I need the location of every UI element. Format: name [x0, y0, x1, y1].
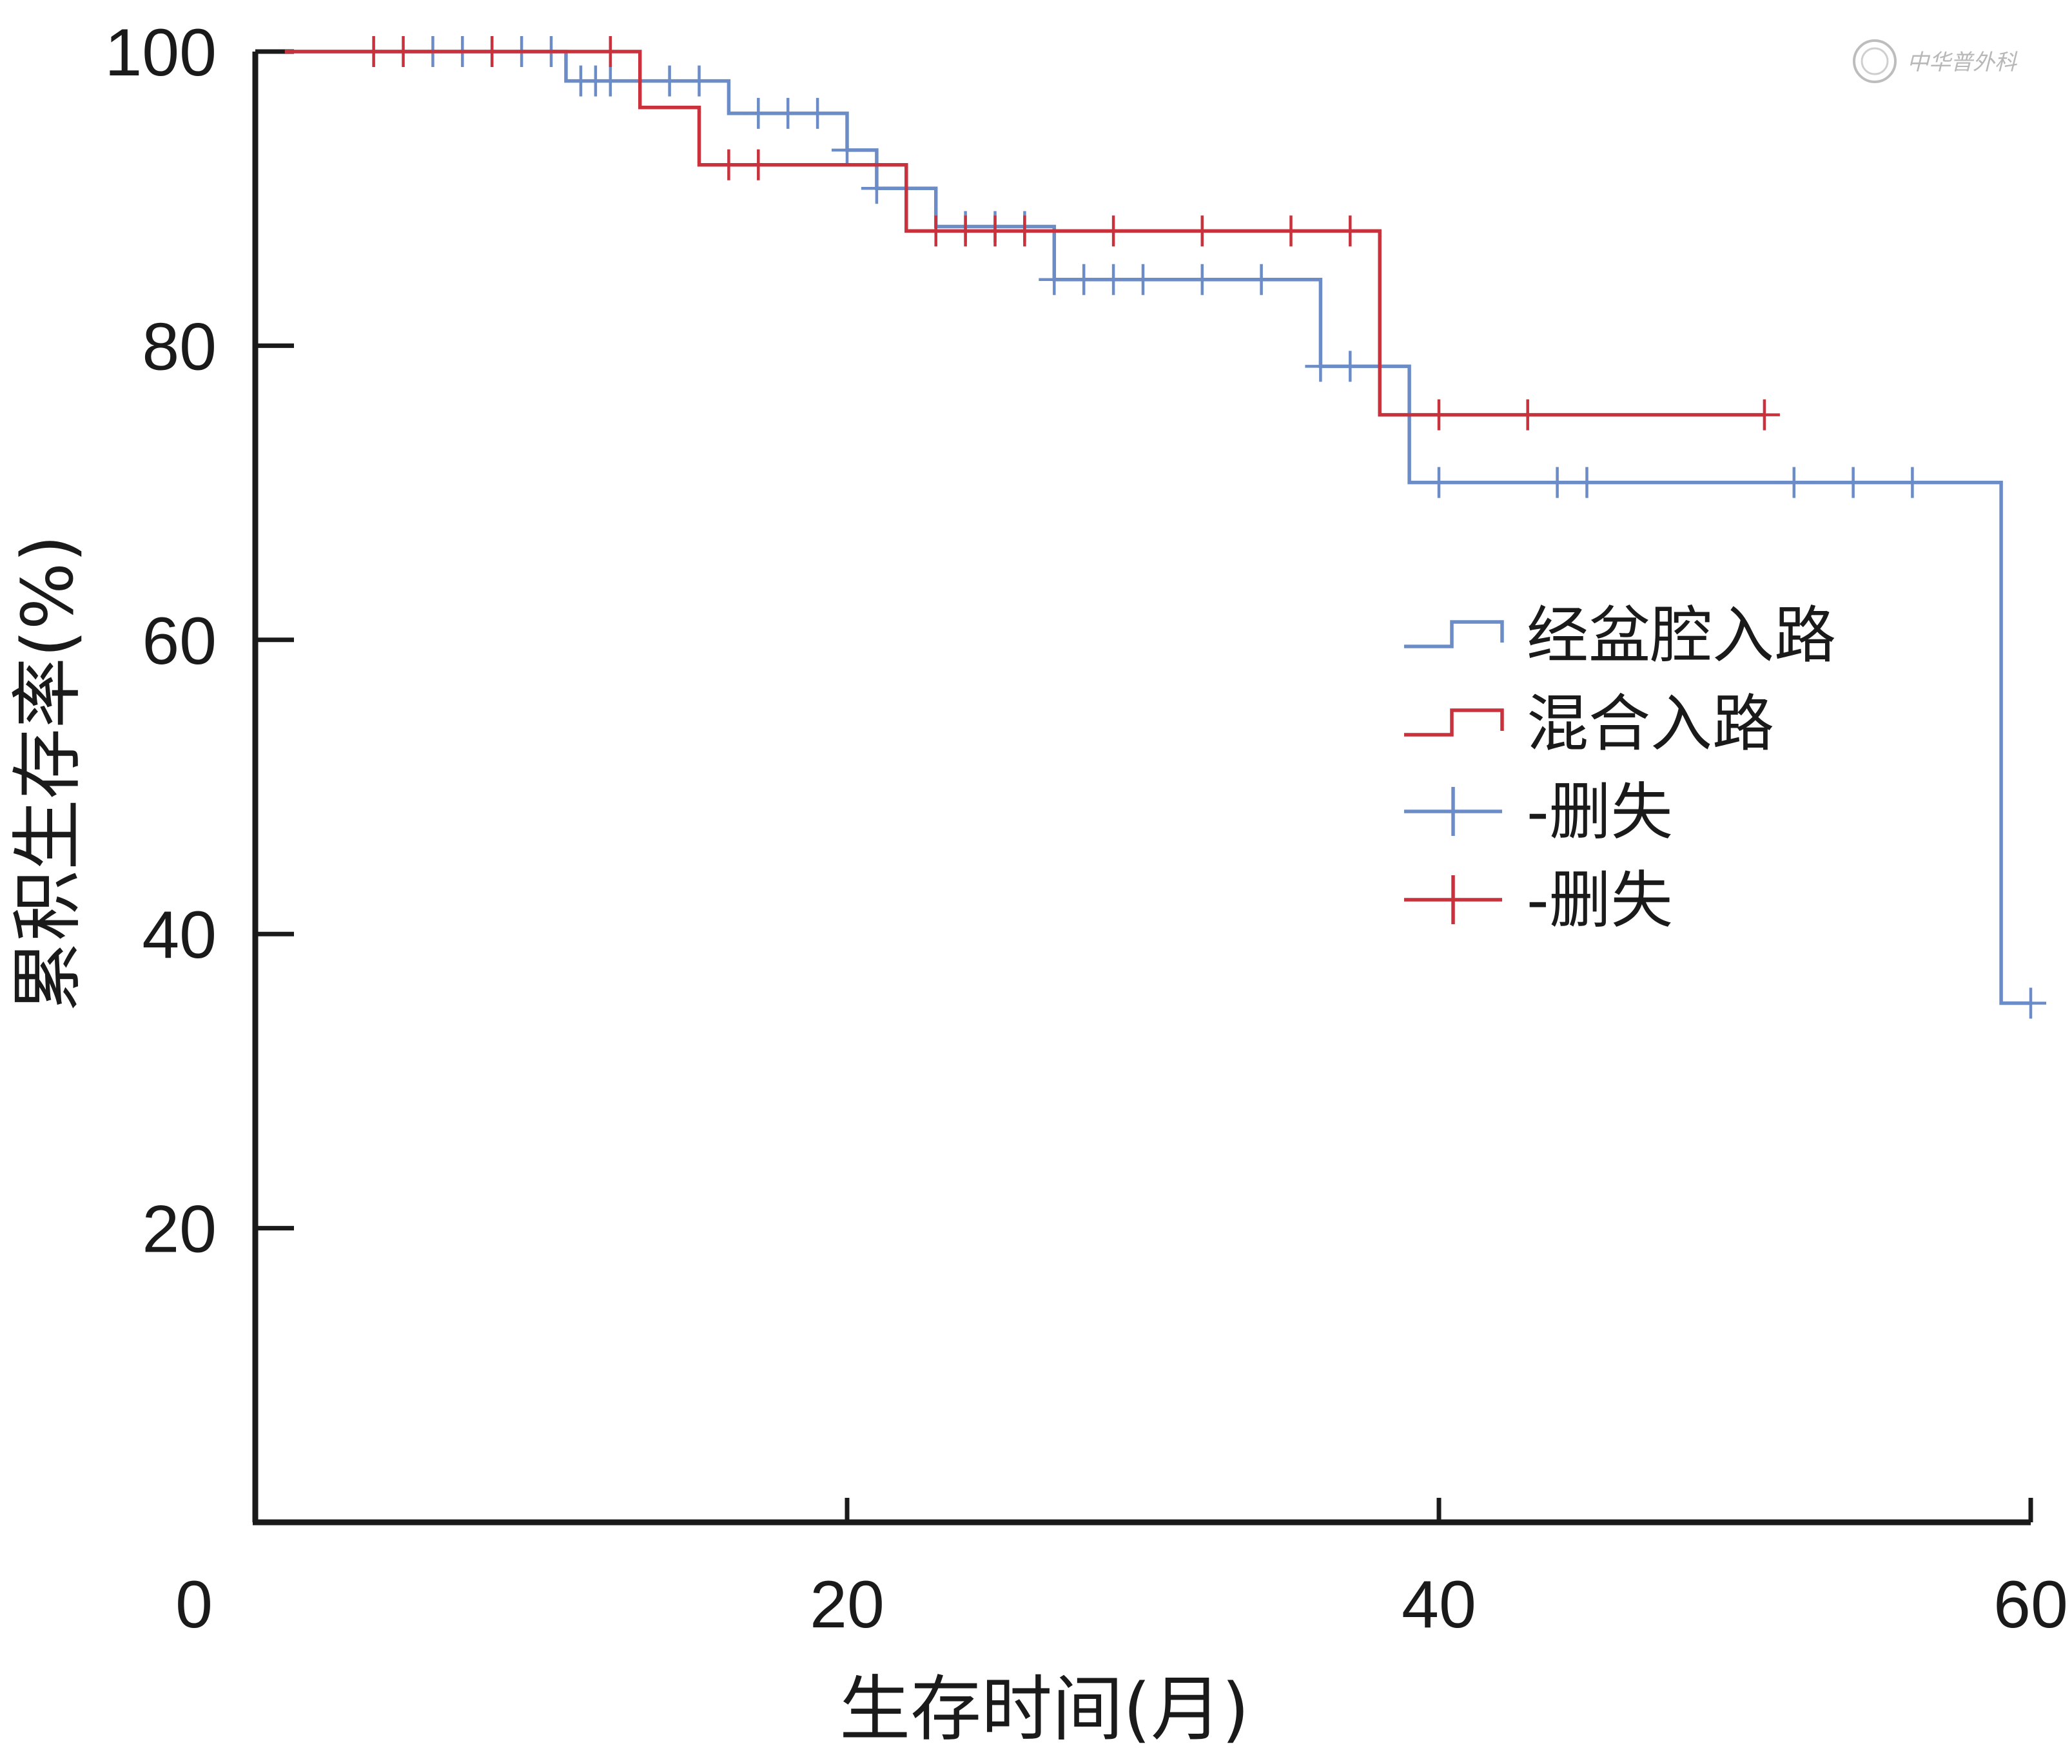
x-tick-label: 60: [1993, 1567, 2068, 1642]
censor-mark: [1068, 264, 1100, 295]
y-axis-ticks: 20 40 60 80 100: [104, 15, 294, 1267]
censor-mark: [1837, 467, 1869, 498]
watermark-seal-inner-icon: [1861, 47, 1889, 75]
y-tick-label: 80: [142, 309, 217, 384]
y-tick-label: 40: [142, 898, 217, 973]
censor-mark: [950, 215, 981, 247]
censor-mark: [387, 36, 419, 67]
series-layer: [284, 36, 2046, 1019]
censor-mark: [713, 149, 745, 180]
censor-mark: [1128, 264, 1158, 295]
censor-mark: [594, 36, 626, 67]
censor-mark: [1186, 264, 1218, 295]
censor-mark: [1039, 264, 1070, 295]
censor-mark: [1098, 264, 1129, 295]
censor-mark: [1098, 215, 1129, 247]
censor-mark: [802, 97, 834, 129]
x-tick-label: 40: [1402, 1567, 1476, 1642]
censor-mark: [654, 65, 685, 97]
censor-mark: [1009, 215, 1041, 247]
censor-mark: [1334, 215, 1366, 247]
legend-item: 经盆腔入路: [1404, 599, 1836, 672]
censor-mark: [1246, 264, 1277, 295]
watermark-text: 中华普外科: [1907, 50, 2018, 75]
legend-label: -删失: [1527, 776, 1673, 848]
censor-mark: [1897, 467, 1928, 498]
censor-mark: [358, 36, 389, 67]
y-tick-label: 100: [104, 15, 217, 90]
censor-mark: [476, 36, 508, 67]
censor-mark: [2015, 987, 2046, 1019]
censor-mark: [1334, 351, 1366, 382]
series-1-step-line: [284, 50, 2031, 1005]
y-tick-label: 60: [142, 604, 217, 679]
x-tick-label: 20: [810, 1567, 885, 1642]
axes: [252, 52, 2031, 1526]
legend-label: 混合入路: [1527, 688, 1774, 760]
series-2-step-line: [284, 50, 1764, 417]
censor-mark: [1512, 399, 1543, 431]
x-axis-title: 生存时间(月): [839, 1668, 1249, 1750]
censor-mark: [1571, 467, 1603, 498]
censor-mark: [832, 134, 863, 166]
watermark-seal-icon: [1853, 39, 1897, 83]
legend-item: 混合入路: [1404, 688, 1774, 760]
censor-mark: [683, 65, 715, 97]
y-axis-title: 累积生存率(%): [6, 535, 89, 1012]
x-tick-label: 0: [175, 1567, 213, 1642]
censor-mark: [1305, 351, 1336, 382]
censor-mark: [1186, 215, 1218, 247]
x-axis-ticks: 0 20 40 60: [175, 1498, 2068, 1642]
censor-mark: [1748, 399, 1780, 431]
censor-mark: [594, 65, 626, 97]
y-tick-label: 20: [142, 1192, 217, 1267]
censor-mark: [1423, 467, 1454, 498]
legend-step-icon: [1404, 708, 1504, 737]
censor-mark: [1423, 399, 1454, 431]
legend-label: 经盆腔入路: [1527, 599, 1836, 672]
legend-label: -删失: [1527, 864, 1673, 936]
censor-mark: [1778, 467, 1810, 498]
legend-item: -删失: [1404, 864, 1673, 936]
censor-mark: [920, 215, 952, 247]
censor-mark: [1275, 215, 1307, 247]
censor-mark: [743, 149, 774, 180]
censor-mark: [772, 97, 804, 129]
censor-mark: [743, 97, 774, 129]
legend-item: -删失: [1404, 776, 1673, 848]
watermark: 中华普外科: [1853, 39, 2018, 83]
censor-mark: [1541, 467, 1573, 498]
series-2: [284, 36, 1780, 431]
censor-mark: [979, 215, 1011, 247]
legend-step-icon: [1404, 620, 1504, 648]
censor-mark: [861, 173, 892, 204]
series-1: [284, 36, 2046, 1019]
